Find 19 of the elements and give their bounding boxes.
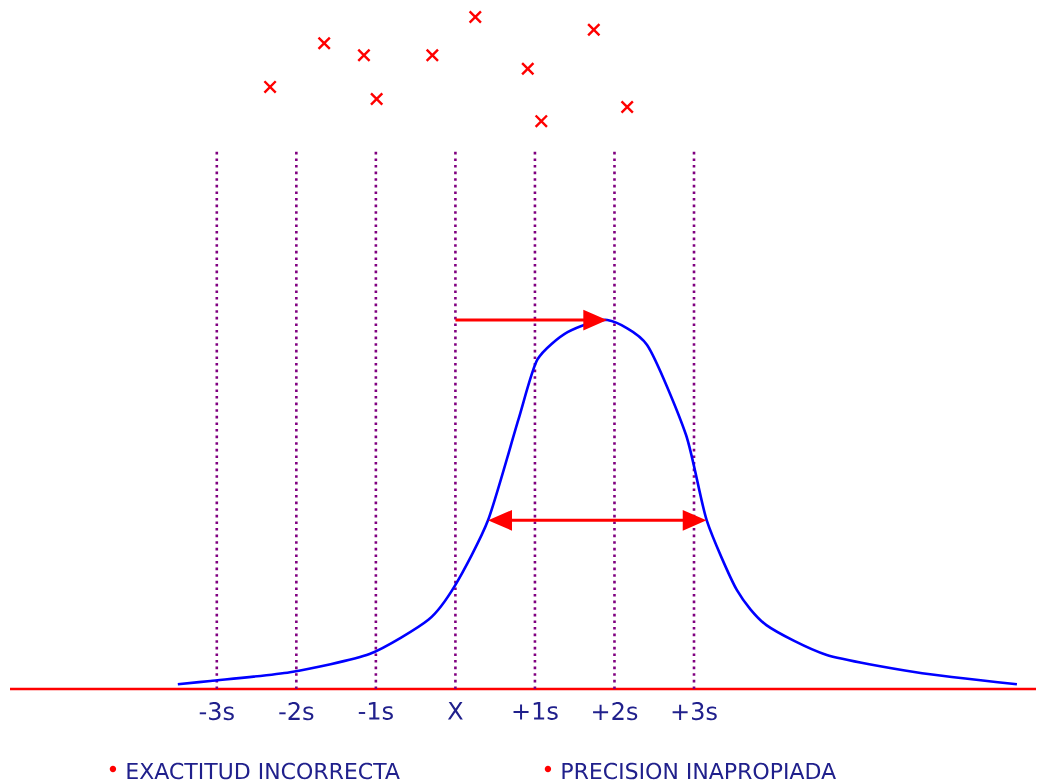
text: EXACTITUD INCORRECTA	[127, 762, 400, 780]
point	[317, 36, 332, 51]
x-tick-label: +1s	[513, 702, 558, 720]
x-tick-label: -2s	[279, 702, 314, 721]
point	[425, 48, 440, 63]
x-tick-label: +2s	[593, 702, 638, 721]
point	[263, 80, 277, 94]
x-tick-label: +3s	[672, 702, 717, 721]
point	[586, 22, 601, 37]
point	[534, 114, 549, 129]
text: PRECISION INAPROPIADA	[562, 762, 836, 780]
point	[369, 92, 384, 106]
x-tick-label: -1s	[358, 702, 393, 720]
x-tick-label: -3s	[199, 702, 234, 721]
point	[357, 48, 371, 63]
point	[520, 61, 535, 76]
x-tick-label: X	[447, 702, 463, 720]
point	[468, 10, 483, 24]
point	[620, 100, 635, 114]
